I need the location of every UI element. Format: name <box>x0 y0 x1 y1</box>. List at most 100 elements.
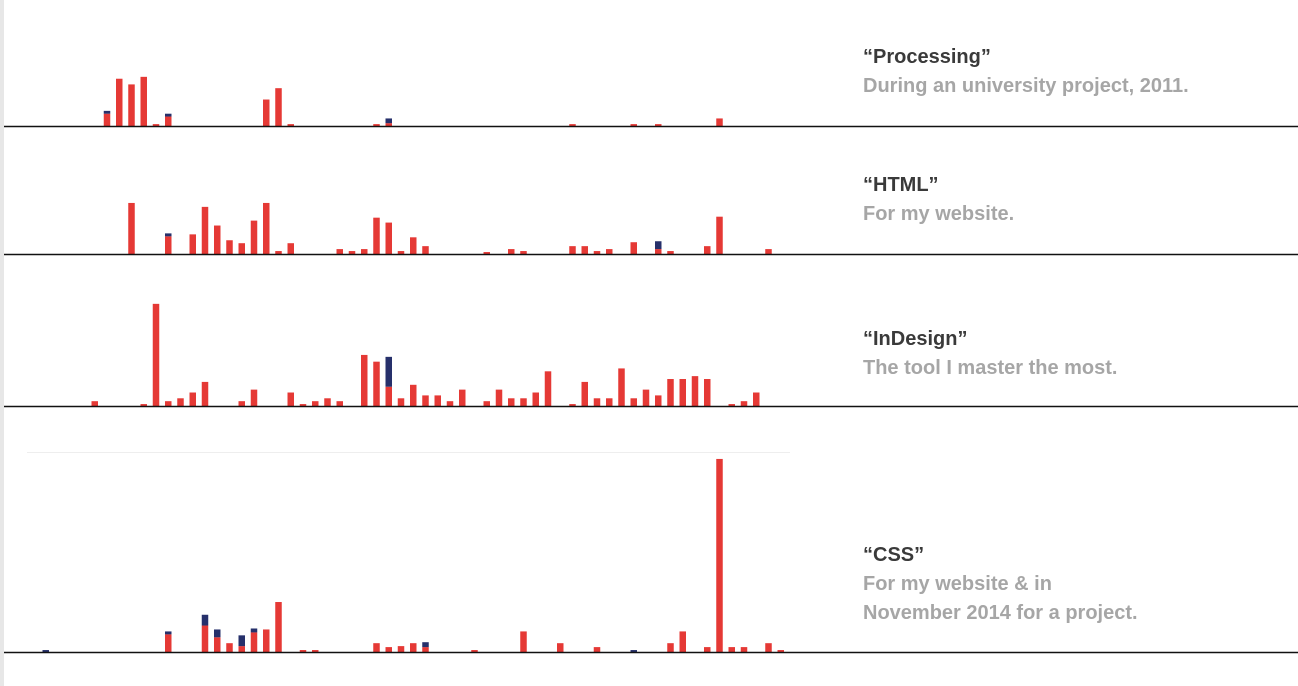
chart-bar <box>140 76 147 126</box>
chart-bar <box>606 249 613 254</box>
chart-bar <box>250 632 258 652</box>
chart-bar <box>667 379 674 406</box>
window-left-edge <box>0 0 4 686</box>
chart-bar <box>569 246 576 254</box>
chart-bar <box>275 88 282 126</box>
skill-title: “InDesign” <box>863 328 968 350</box>
chart-bar <box>312 650 319 652</box>
chart-bar <box>630 650 637 652</box>
chart-bar <box>385 123 392 126</box>
chart-bar <box>324 398 331 406</box>
skill-label-indesign: “InDesign” The tool I master the most. <box>863 324 1283 383</box>
skill-description: November 2014 for a project. <box>863 602 1138 624</box>
chart-bar <box>397 398 405 406</box>
chart-bar <box>201 614 209 626</box>
chart-bar <box>630 398 637 406</box>
chart-bar <box>544 371 552 406</box>
chart-bar <box>679 379 686 406</box>
skill-title: “HTML” <box>863 174 939 196</box>
chart-bar <box>238 243 245 254</box>
chart-bar <box>128 202 135 254</box>
skill-label-css: “CSS” For my website & in November 2014 … <box>863 540 1283 628</box>
chart-bar <box>373 643 380 652</box>
chart-bar <box>373 124 380 126</box>
chart-bar <box>263 629 270 652</box>
chart-bar <box>287 124 294 126</box>
chart-bar <box>214 629 221 638</box>
chart-bar <box>655 241 662 250</box>
chart-bar <box>373 217 380 254</box>
chart-bar <box>336 401 343 406</box>
chart-bar <box>361 354 368 406</box>
chart-bar <box>201 381 209 406</box>
skill-label-processing: “Processing” During an university projec… <box>863 42 1283 101</box>
chart-bar <box>606 398 613 406</box>
chart-bar <box>214 225 221 254</box>
chart-bar <box>446 401 454 406</box>
chart-bar <box>189 234 196 254</box>
chart-bar <box>642 389 650 406</box>
chart-bar <box>299 404 307 406</box>
chart-bar <box>165 401 172 406</box>
chart-bar <box>385 356 392 387</box>
chart-bar <box>287 392 294 406</box>
chart-bar <box>152 303 160 406</box>
chart-bar <box>165 236 172 254</box>
chart-bar <box>263 202 270 254</box>
chart-bar <box>201 625 209 652</box>
chart-bar <box>520 251 527 254</box>
chart-bar <box>508 398 515 406</box>
chart-bar <box>238 401 245 406</box>
chart-bar <box>667 251 674 254</box>
chart-bar <box>422 395 429 406</box>
skill-description: For my website. <box>863 203 1015 225</box>
chart-bar <box>728 647 735 652</box>
chart-bar <box>152 124 160 126</box>
chart-bar <box>740 401 748 406</box>
chart-bar <box>385 386 392 406</box>
chart-bar <box>165 113 172 117</box>
chart-bar <box>373 361 380 406</box>
chart-bar <box>189 392 196 406</box>
chart-bar <box>177 398 184 406</box>
chart-bar <box>765 643 772 652</box>
chart-bar <box>691 376 699 406</box>
chart-bar <box>520 631 527 652</box>
chart-bar <box>226 240 233 254</box>
chart-bar <box>434 395 441 406</box>
chart-bar <box>103 113 111 126</box>
chart-bar <box>226 643 233 652</box>
skill-description: The tool I master the most. <box>863 357 1118 379</box>
chart-bar <box>753 392 760 406</box>
chart-bar <box>385 118 392 124</box>
chart-bar <box>655 249 662 254</box>
chart-bar <box>704 379 711 406</box>
chart-bar <box>581 246 588 254</box>
chart-bar <box>201 206 209 254</box>
chart-bar <box>679 631 686 652</box>
chart-bar <box>716 118 723 126</box>
chart-bar <box>593 251 601 254</box>
chart-bar <box>361 249 368 254</box>
chart-bar <box>471 650 478 652</box>
skill-label-html: “HTML” For my website. <box>863 170 1283 229</box>
chart-bar <box>422 642 429 648</box>
chart-bar <box>214 637 221 652</box>
chart-bar <box>397 251 405 254</box>
chart-bar <box>397 646 405 652</box>
chart-bar <box>655 395 662 406</box>
chart-bar <box>495 389 503 406</box>
chart-bar <box>704 246 711 254</box>
chart-bar <box>336 249 343 254</box>
chart-bar <box>385 647 392 652</box>
chart-bar <box>385 222 392 254</box>
skill-title: “Processing” <box>863 46 991 68</box>
chart-bar <box>593 398 601 406</box>
chart-bar <box>410 237 417 254</box>
chart-bar <box>140 404 147 406</box>
chart-bar <box>299 650 307 652</box>
chart-bar <box>165 233 172 237</box>
chart-bar <box>422 246 429 254</box>
chart-bar <box>165 631 172 635</box>
chart-bar <box>410 643 417 652</box>
